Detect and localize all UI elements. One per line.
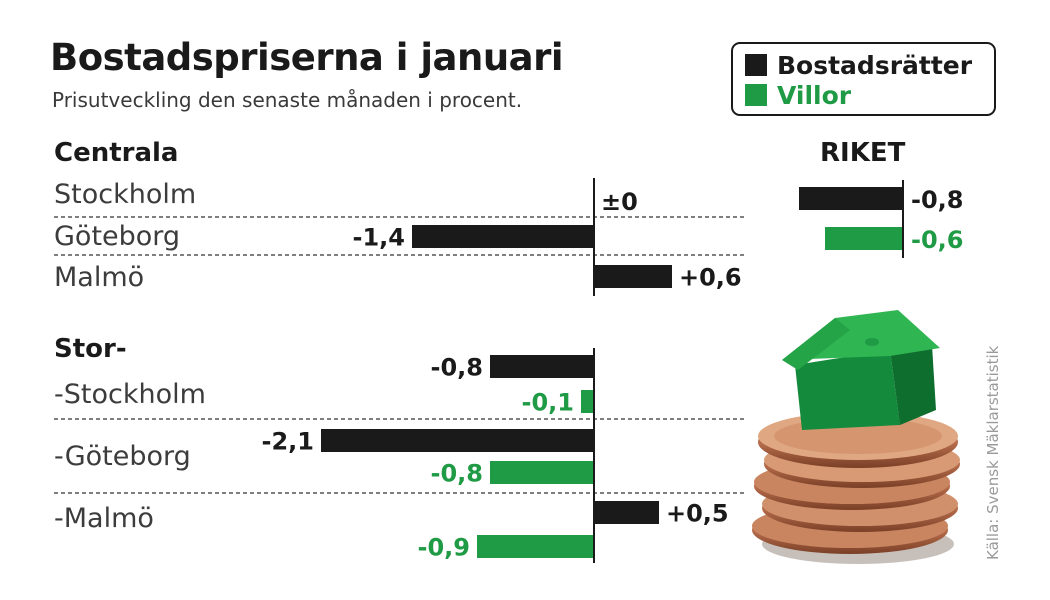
source-note: Källa: Svensk Mäklarstatistik	[984, 345, 1002, 560]
data-label: -0,1	[522, 389, 574, 417]
house-on-coins-icon	[752, 310, 960, 564]
legend-item-villor: Villor	[745, 80, 851, 110]
bar-villor	[490, 461, 594, 484]
bar-bostadsratter	[799, 187, 903, 210]
bar-villor	[477, 535, 594, 558]
section-title-stor: Stor-	[54, 334, 127, 364]
data-label: -0,8	[431, 460, 483, 488]
legend-label: Villor	[777, 80, 852, 110]
data-label: -2,1	[262, 428, 314, 456]
city-label: Stockholm	[54, 179, 197, 210]
data-label: ±0	[601, 188, 638, 216]
subtitle: Prisutveckling den senaste månaden i pro…	[52, 88, 523, 112]
bar-bostadsratter	[594, 501, 659, 524]
legend-swatch-dark	[745, 54, 767, 76]
city-label: Göteborg	[54, 221, 181, 252]
bar-bostadsratter	[412, 225, 594, 248]
legend-swatch-green	[745, 84, 767, 106]
city-label: Malmö	[54, 262, 145, 293]
data-label: +0,5	[666, 500, 729, 528]
bar-bostadsratter	[490, 355, 594, 378]
data-label: -1,4	[353, 224, 405, 252]
data-label: -0,8	[911, 186, 963, 214]
data-label: +0,6	[679, 264, 742, 292]
city-label: -Göteborg	[54, 441, 191, 472]
bar-bostadsratter	[594, 265, 672, 288]
data-label: -0,6	[911, 226, 963, 254]
legend: Bostadsrätter Villor	[731, 42, 996, 116]
section-title-centrala: Centrala	[54, 138, 179, 168]
city-label: -Malmö	[54, 503, 154, 534]
city-label: -Stockholm	[54, 379, 206, 410]
bar-bostadsratter	[321, 429, 594, 452]
section-title-riket: RIKET	[820, 138, 906, 168]
legend-item-bostadsratter: Bostadsrätter	[745, 50, 972, 80]
data-label: -0,9	[418, 534, 470, 562]
bar-villor	[825, 227, 903, 250]
page-title: Bostadspriserna i januari	[50, 36, 564, 79]
legend-label: Bostadsrätter	[777, 50, 973, 80]
data-label: -0,8	[431, 354, 483, 382]
bar-villor	[581, 390, 594, 413]
